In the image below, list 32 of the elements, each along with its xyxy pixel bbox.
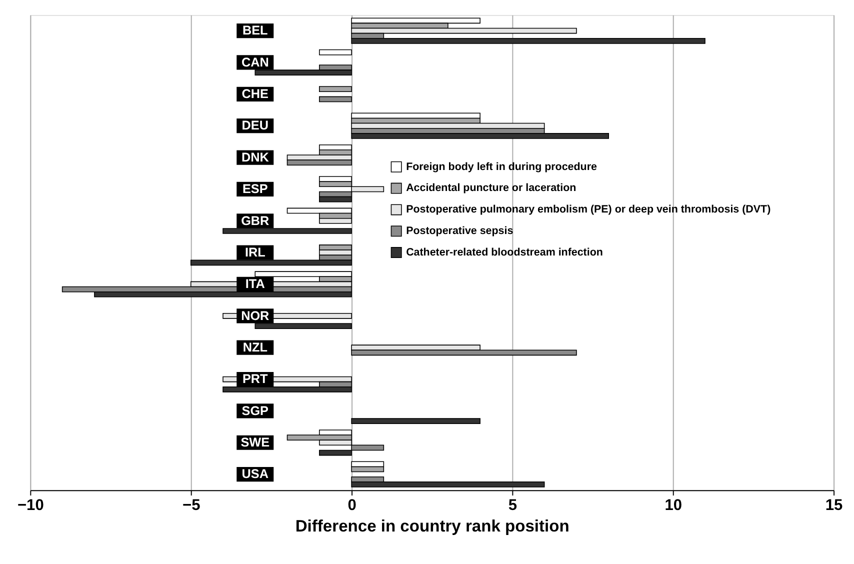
x-axis-title: Difference in country rank position [295, 516, 570, 536]
x-tick-label: −10 [17, 497, 44, 514]
y-tick-label: CAN [241, 55, 269, 70]
x-tick-label: −5 [182, 497, 201, 514]
y-tick-label: DNK [241, 150, 270, 164]
x-tick-label: 0 [348, 497, 357, 514]
y-tick-label: ITA [245, 277, 265, 292]
y-tick-label: USA [242, 467, 268, 482]
legend-label: Postoperative pulmonary embolism (PE) or deep vein thrombosis (DVT) [406, 204, 772, 216]
y-tick-label: IRL [244, 245, 266, 260]
legend-label: Accidental puncture or laceration [406, 182, 576, 194]
y-tick-label: CHE [242, 87, 268, 102]
x-tick-label: 5 [508, 497, 518, 514]
legend-label: Postoperative sepsis [406, 225, 514, 238]
x-tick-label: 15 [825, 497, 844, 514]
y-tick-label: NZL [242, 340, 268, 354]
y-tick-label: BEL [242, 24, 268, 38]
y-tick-label: PRT [242, 372, 268, 386]
bar [351, 418, 480, 424]
x-tick-label: 10 [664, 497, 682, 514]
bar [286, 208, 352, 214]
legend-label: Catheter-related bloodstream infection [406, 246, 603, 258]
bar [319, 96, 352, 102]
bar [351, 18, 480, 24]
bar [319, 49, 352, 56]
y-tick-label: SGP [242, 404, 268, 418]
y-tick-label: SWE [240, 436, 270, 450]
y-tick-label: GBR [241, 214, 270, 228]
y-tick-label: NOR [241, 308, 270, 323]
y-tick-label: ESP [242, 182, 268, 196]
y-tick-label: DEU [242, 118, 268, 133]
legend-label: Foreign body left in during procedure [406, 160, 597, 173]
